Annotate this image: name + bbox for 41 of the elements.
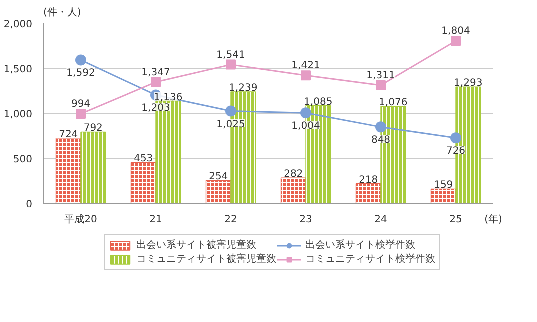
x-tick-label: 25 bbox=[450, 214, 462, 226]
y-tick-label: 2,000 bbox=[4, 20, 33, 30]
data-label: 1,076 bbox=[379, 98, 408, 109]
y-tick-label: 1,000 bbox=[4, 110, 33, 120]
legend-label: 出会い系サイト検挙件数 bbox=[306, 238, 416, 252]
x-axis-title: (年) bbox=[484, 214, 502, 226]
data-label: 1,592 bbox=[66, 68, 96, 80]
x-tick-label: 23 bbox=[300, 214, 312, 226]
data-label: 1,804 bbox=[442, 26, 470, 38]
data-label: 1,136 bbox=[154, 92, 183, 104]
data-label: 1,311 bbox=[366, 70, 396, 82]
x-tick-label: 24 bbox=[374, 214, 388, 226]
y-tick-label: 0 bbox=[26, 200, 33, 210]
data-label: 1,025 bbox=[216, 119, 246, 130]
x-tick-label: 21 bbox=[150, 214, 162, 226]
data-label: 1,347 bbox=[142, 67, 170, 78]
data-label: 1,421 bbox=[292, 60, 320, 72]
y-tick-label: 500 bbox=[13, 154, 33, 166]
data-label: 1,004 bbox=[292, 121, 320, 132]
data-label: 994 bbox=[71, 99, 91, 110]
x-tick-label: 平成20 bbox=[64, 214, 98, 226]
data-label: 848 bbox=[371, 135, 391, 146]
data-label: 1,239 bbox=[229, 82, 258, 94]
data-label: 1,541 bbox=[216, 50, 246, 61]
data-label: 1,203 bbox=[142, 103, 170, 114]
data-label: 792 bbox=[84, 123, 103, 134]
data-label: 1,085 bbox=[304, 96, 333, 108]
data-label: 726 bbox=[446, 146, 466, 158]
data-label: 282 bbox=[284, 169, 304, 180]
data-label: 724 bbox=[59, 129, 78, 140]
data-label: 159 bbox=[434, 180, 454, 192]
legend-label: 出会い系サイト被害児童数 bbox=[136, 238, 256, 252]
x-tick-label: 22 bbox=[224, 214, 238, 226]
y-tick-label: 1,500 bbox=[4, 64, 33, 76]
legend-label: コミュニティサイト検挙件数 bbox=[306, 252, 436, 266]
data-label: 254 bbox=[209, 172, 228, 183]
legend-label: コミュニティサイト被害児童数 bbox=[136, 252, 276, 266]
data-label: 218 bbox=[359, 174, 378, 186]
data-label: 1,293 bbox=[454, 78, 483, 90]
data-label: 453 bbox=[134, 154, 154, 165]
y-axis-title: (件・人) bbox=[44, 8, 82, 18]
